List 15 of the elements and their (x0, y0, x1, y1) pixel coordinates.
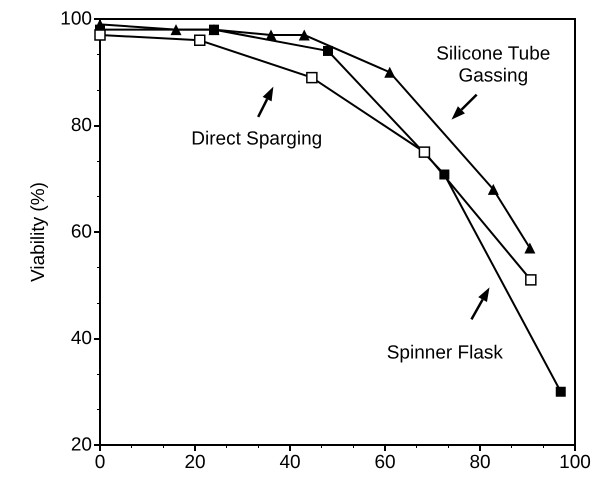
y-tick-label: 60 (70, 222, 92, 242)
legend-label: Direct Sparging (191, 128, 322, 150)
series-label: Silicone Tube Gassing (436, 44, 550, 87)
x-tick-label: 40 (279, 452, 301, 473)
x-tick-label: 0 (94, 452, 106, 473)
y-tick-label: 20 (70, 434, 92, 456)
y-tick-label: 40 (70, 328, 92, 349)
y-tick-label: 100 (60, 8, 92, 30)
x-tick-label: 100 (559, 452, 591, 473)
series-label: Spinner Flask (386, 342, 504, 364)
y-tick-label: 80 (70, 115, 92, 136)
x-tick-label: 20 (184, 452, 206, 473)
x-tick-label: 80 (469, 452, 491, 473)
y-axis-title: Viability (%) (28, 182, 49, 282)
x-tick-label: 60 (374, 452, 396, 473)
